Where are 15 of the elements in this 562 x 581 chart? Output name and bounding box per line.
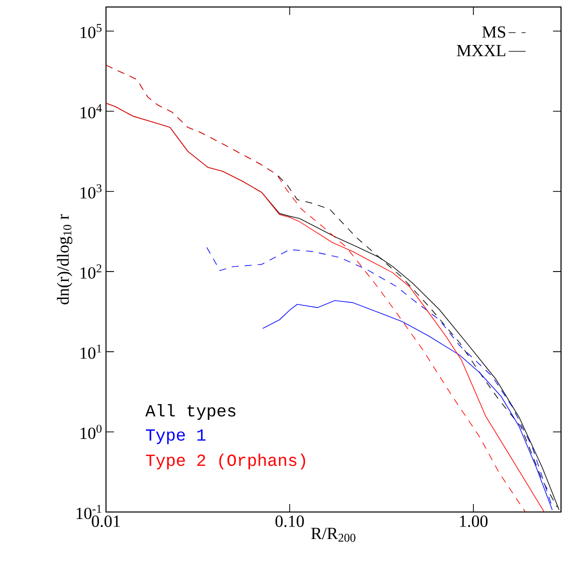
legend-label: MXXL — [456, 45, 506, 56]
y-tick-label: 10$^{2}$ — [80, 264, 102, 279]
y-tick-label: 10$^{3}$ — [80, 184, 102, 199]
y-tick-label: 10$^{1}$ — [80, 344, 102, 359]
annotation: Type 1 — [146, 429, 206, 444]
x-tick-label: 1.00 — [460, 516, 488, 528]
y-tick-label: 10$^{5}$ — [80, 24, 102, 38]
y-tick-label: 10$^{0}$ — [80, 424, 102, 440]
y-tick-label: 10$^{4}$ — [80, 104, 102, 118]
x-tick-label: 0.10 — [276, 516, 304, 528]
y-axis-title: dn(r)/dlog$_{10}$ r — [56, 214, 72, 304]
legend-label: MS — [482, 26, 506, 38]
x-axis-title: R/R$_{200}$ — [311, 528, 356, 542]
annotation: All types — [145, 404, 236, 420]
annotation: Type 2 (Orphans) — [146, 454, 306, 470]
